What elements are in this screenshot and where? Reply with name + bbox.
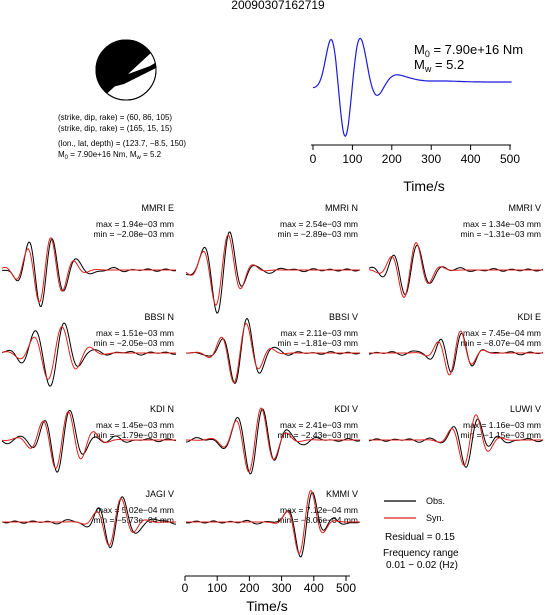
station-label: BBSI N	[144, 312, 174, 322]
beachball	[95, 39, 157, 101]
trace-min: min = −1.81e−03 mm	[277, 338, 358, 348]
bottom-tick-label: 300	[272, 581, 292, 595]
bottom-x-ticks: 0 100 200 300 400 500	[182, 576, 356, 595]
station-label: KDI N	[150, 404, 174, 414]
bottom-tick-label: 400	[304, 581, 324, 595]
station-label: MMRI V	[509, 203, 542, 213]
synthetic-trace	[186, 407, 360, 473]
observed-trace	[1, 409, 177, 473]
observed-trace	[185, 231, 361, 314]
observed-trace	[185, 317, 361, 385]
event-id-title: 20090307162719	[231, 0, 325, 12]
trace-max: max = 7.12e−04 mm	[280, 505, 358, 515]
station-label: MMRI N	[325, 203, 358, 213]
station-label: KDI E	[517, 312, 541, 322]
trace-max: max = 1.16e−03 mm	[463, 420, 541, 430]
trace-min: min = −2.43e−03 mm	[277, 430, 358, 440]
synthetic-trace	[186, 322, 360, 384]
bottom-x-label: Time/s	[246, 598, 287, 614]
synthetic-trace	[2, 497, 176, 547]
frequency-label: Frequency range	[383, 548, 459, 559]
trace-min: min = −2.08e−03 mm	[93, 229, 174, 239]
stf-curve	[312, 37, 512, 138]
stf-moment: M0 = 7.90e+16 Nm	[414, 42, 523, 59]
stf-tick-label: 100	[342, 152, 362, 166]
synthetic-trace	[369, 330, 543, 376]
bottom-tick-label: 0	[182, 581, 189, 595]
residual: Residual = 0.15	[385, 532, 455, 543]
trace-min: min = −2.89e−03 mm	[277, 229, 358, 239]
stf-magnitude: Mw = 5.2	[414, 57, 464, 74]
trace-min: min = −1.15e−03 mm	[460, 430, 541, 440]
synthetic-trace	[369, 414, 543, 466]
nodal-plane-2: (strike, dip, rake) = (165, 15, 15)	[58, 124, 172, 133]
observed-trace	[1, 496, 176, 549]
trace-min: min = −8.07e−04 mm	[460, 338, 541, 348]
observed-trace	[185, 491, 361, 558]
moment-line: M0 = 7.90e+16 Nm, Mw = 5.2	[58, 150, 162, 161]
trace-max: max = 1.45e−03 mm	[96, 420, 174, 430]
trace-min: min = −1.79e−03 mm	[93, 430, 174, 440]
trace-max: max = 5.02e−04 mm	[96, 505, 174, 515]
bottom-tick-label: 200	[239, 581, 259, 595]
trace-max: max = 1.34e−03 mm	[463, 219, 541, 229]
trace-min: min = −1.31e−03 mm	[460, 229, 541, 239]
trace-min: min = −5.73e−04 mm	[93, 515, 174, 525]
stf-tick-label: 200	[382, 152, 402, 166]
synthetic-trace	[1, 410, 176, 470]
observed-trace	[1, 237, 177, 308]
stf-tick-label: 500	[500, 152, 520, 166]
synthetic-trace	[1, 237, 176, 303]
trace-max: max = 1.94e−03 mm	[96, 219, 174, 229]
stf-x-label: Time/s	[403, 178, 444, 194]
synthetic-trace	[368, 241, 543, 299]
stf-plot: 0 100 200 300 400 500 Time/s M0 = 7.90e+16 Nm…	[310, 37, 523, 194]
station-label: JAGI V	[145, 489, 174, 499]
nodal-plane-1: (strike, dip, rake) = (60, 86, 105)	[58, 113, 172, 122]
synthetic-trace	[185, 234, 360, 306]
legend: Obs. Syn. Residual = 0.15 Frequency rang…	[383, 496, 459, 571]
bottom-tick-label: 500	[336, 581, 356, 595]
focal-info: (strike, dip, rake) = (60, 86, 105) (str…	[58, 113, 186, 161]
location-depth: (lon., lat, depth) = (123.7, −8.5, 150)	[58, 139, 186, 148]
trace-min: min = −2.05e−03 mm	[93, 338, 174, 348]
trace-max: max = 2.54e−03 mm	[280, 219, 358, 229]
synthetic-trace	[186, 489, 360, 555]
station-label: LUWI V	[510, 404, 541, 414]
trace-max: max = 2.41e−03 mm	[280, 420, 358, 430]
station-label: BBSI V	[329, 312, 358, 322]
observed-trace	[185, 408, 361, 475]
stf-tick-label: 300	[421, 152, 441, 166]
bottom-time-axis: 0 100 200 300 400 500 Time/s	[182, 575, 356, 614]
station-label: MMRI E	[142, 203, 175, 213]
stf-tick-label: 0	[310, 152, 317, 166]
trace-max: max = 2.11e−03 mm	[281, 328, 358, 338]
station-label: KMMI V	[326, 489, 358, 499]
observed-trace	[368, 333, 544, 373]
legend-syn-label: Syn.	[426, 513, 444, 523]
bottom-tick-label: 100	[207, 581, 227, 595]
trace-max: max = 1.51e−03 mm	[96, 328, 174, 338]
stf-tick-label: 400	[461, 152, 481, 166]
synthetic-trace	[1, 326, 176, 380]
station-label: KDI V	[334, 404, 358, 414]
frequency-value: 0.01 − 0.02 (Hz)	[386, 560, 458, 571]
legend-obs-label: Obs.	[426, 496, 445, 506]
trace-max: max = 7.45e−04 mm	[463, 328, 541, 338]
stf-x-ticks: 0 100 200 300 400 500	[310, 145, 520, 166]
